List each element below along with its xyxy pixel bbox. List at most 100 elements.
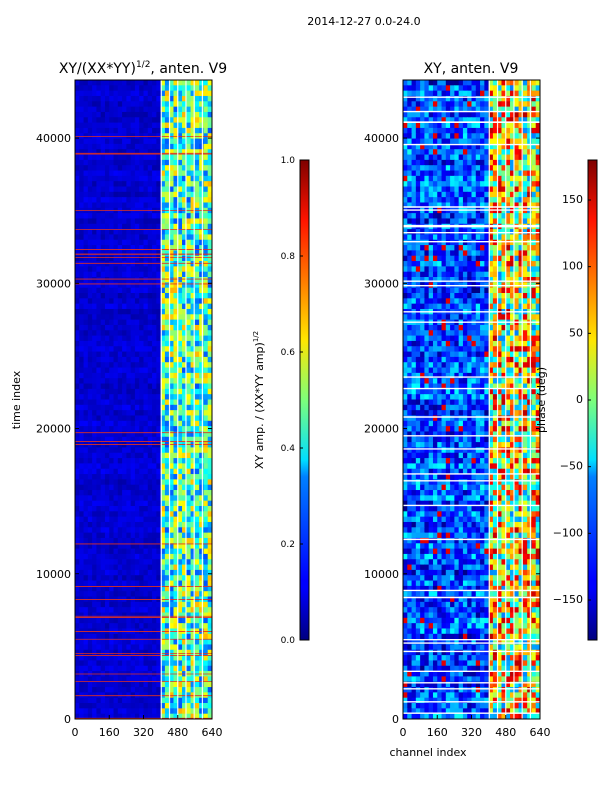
heatmap-cell: [445, 239, 451, 246]
heatmap-cell: [87, 415, 93, 422]
heatmap-cell: [87, 431, 93, 438]
heatmap-cell: [134, 80, 140, 86]
heatmap-cell: [177, 127, 183, 134]
heatmap-cell: [531, 186, 537, 193]
heatmap-cell: [207, 340, 212, 347]
heatmap-cell: [104, 410, 110, 417]
heatmap-cell: [454, 80, 460, 86]
heatmap-cell: [96, 676, 102, 683]
heatmap-cell: [100, 287, 106, 294]
heatmap-cell: [75, 324, 80, 331]
heatmap-cell: [186, 351, 192, 358]
heatmap-cell: [169, 399, 175, 406]
heatmap-cell: [199, 708, 205, 715]
heatmap-cell: [109, 356, 115, 363]
heatmap-cell: [156, 420, 162, 427]
heatmap-cell: [445, 106, 451, 113]
heatmap-cell: [186, 234, 192, 241]
heatmap-cell: [475, 234, 481, 241]
heatmap-cell: [113, 399, 119, 406]
heatmap-cell: [484, 186, 490, 193]
heatmap-cell: [190, 580, 196, 587]
heatmap-cell: [117, 213, 123, 220]
heatmap-cell: [450, 181, 455, 188]
heatmap-cell: [109, 351, 115, 358]
heatmap-cell: [83, 644, 89, 651]
heatmap-cell: [75, 106, 80, 113]
heatmap-cell: [169, 314, 175, 321]
heatmap-cell: [147, 175, 153, 182]
heatmap-cell: [164, 553, 170, 560]
heatmap-cell: [186, 186, 192, 193]
heatmap-cell: [173, 154, 179, 161]
heatmap-cell: [83, 463, 89, 470]
heatmap-cell: [113, 143, 119, 150]
heatmap-cell: [152, 644, 157, 651]
heatmap-cell: [492, 170, 498, 177]
heatmap-cell: [143, 271, 149, 278]
heatmap-cell: [492, 127, 498, 134]
heatmap-cell: [117, 527, 123, 534]
heatmap-cell: [109, 404, 115, 411]
heatmap-cell: [134, 383, 140, 390]
heatmap-cell: [122, 676, 127, 683]
heatmap-cell: [147, 665, 153, 672]
heatmap-cell: [182, 410, 187, 417]
heatmap-cell: [104, 277, 110, 283]
heatmap-cell: [407, 255, 413, 262]
heatmap-cell: [79, 223, 85, 230]
heatmap-cell: [194, 516, 200, 523]
heatmap-cell: [207, 436, 212, 443]
heatmap-cell: [96, 585, 102, 592]
heatmap-cell: [156, 431, 162, 438]
heatmap-cell: [169, 495, 175, 502]
heatmap-cell: [177, 266, 183, 273]
heatmap-cell: [169, 319, 175, 326]
heatmap-cell: [164, 202, 170, 209]
heatmap-cell: [207, 394, 212, 401]
heatmap-cell: [164, 703, 170, 709]
heatmap-cell: [186, 298, 192, 305]
heatmap-cell: [126, 607, 132, 614]
heatmap-cell: [454, 95, 460, 102]
heatmap-cell: [160, 553, 166, 560]
heatmap-cell: [501, 250, 507, 257]
heatmap-cell: [83, 521, 89, 528]
heatmap-cell: [169, 127, 175, 134]
heatmap-cell: [484, 95, 490, 102]
heatmap-cell: [160, 591, 166, 598]
heatmap-cell: [411, 117, 417, 124]
heatmap-cell: [92, 351, 98, 358]
heatmap-cell: [403, 234, 408, 241]
heatmap-cell: [92, 335, 98, 342]
heatmap-cell: [100, 553, 106, 560]
heatmap-cell: [203, 191, 209, 198]
heatmap-cell: [199, 697, 205, 704]
heatmap-cell: [139, 111, 145, 118]
heatmap-cell: [156, 106, 162, 113]
heatmap-cell: [152, 399, 157, 406]
heatmap-cell: [87, 255, 93, 262]
heatmap-cell: [122, 223, 127, 230]
heatmap-cell: [441, 197, 447, 204]
heatmap-cell: [109, 665, 115, 672]
heatmap-cell: [454, 149, 460, 156]
heatmap-cell: [87, 548, 93, 555]
heatmap-cell: [87, 404, 93, 411]
heatmap-cell: [130, 223, 136, 230]
heatmap-cell: [186, 181, 192, 188]
heatmap-cell: [126, 676, 132, 683]
heatmap-cell: [79, 261, 85, 267]
heatmap-cell: [100, 293, 106, 299]
heatmap-cell: [194, 117, 200, 124]
heatmap-cell: [194, 245, 200, 251]
heatmap-cell: [122, 287, 127, 294]
heatmap-cell: [152, 442, 157, 449]
heatmap-cell: [169, 293, 175, 299]
heatmap-cell: [152, 639, 157, 646]
heatmap-cell: [207, 559, 212, 566]
heatmap-cell: [134, 308, 140, 315]
heatmap-cell: [109, 191, 115, 198]
heatmap-cell: [134, 202, 140, 209]
heatmap-cell: [428, 133, 434, 140]
